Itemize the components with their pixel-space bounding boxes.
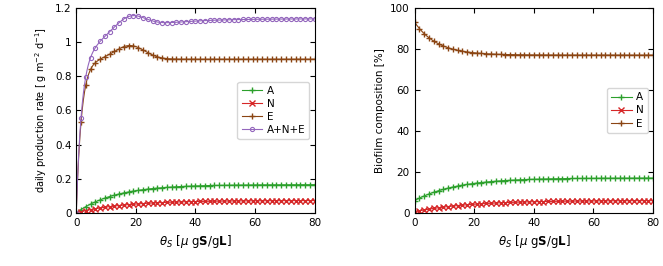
N: [93, 207, 101, 210]
A: [649, 176, 657, 180]
A+N+E: [129, 14, 137, 17]
A+N+E: [202, 19, 210, 22]
A: [511, 178, 518, 182]
N: [540, 200, 548, 203]
A: [290, 183, 298, 186]
A+N+E: [292, 17, 300, 20]
A+N+E: [174, 20, 182, 24]
X-axis label: $\theta_S$ [$\mu$ g$\mathbf{S}$/g$\mathbf{L}$]: $\theta_S$ [$\mu$ g$\mathbf{S}$/g$\mathb…: [497, 233, 570, 250]
A: [410, 199, 418, 202]
Y-axis label: Biofilm composition [%]: Biofilm composition [%]: [375, 48, 385, 173]
N: [412, 210, 420, 213]
E: [126, 44, 134, 47]
A: [540, 177, 548, 181]
N: [511, 201, 518, 204]
A+N+E: [72, 211, 80, 214]
N: [172, 200, 180, 203]
A: [74, 210, 82, 214]
N: [290, 199, 298, 202]
E: [629, 53, 636, 57]
A: [172, 185, 180, 188]
A+N+E: [74, 180, 82, 183]
N: [201, 200, 209, 203]
E: [498, 53, 506, 56]
A: [159, 186, 167, 189]
E: [93, 59, 101, 62]
E: [412, 22, 420, 26]
Line: A+N+E: A+N+E: [74, 14, 317, 215]
Line: A: A: [74, 182, 318, 215]
A: [629, 177, 636, 180]
A: [311, 183, 319, 186]
N: [311, 199, 319, 202]
N: [629, 199, 636, 202]
A: [432, 190, 440, 193]
Legend: A, N, E: A, N, E: [607, 88, 648, 133]
E: [160, 57, 168, 60]
X-axis label: $\theta_S$ [$\mu$ g$\mathbf{S}$/g$\mathbf{L}$]: $\theta_S$ [$\mu$ g$\mathbf{S}$/g$\mathb…: [159, 233, 232, 250]
E: [292, 58, 300, 61]
A: [498, 179, 506, 182]
Line: N: N: [74, 198, 318, 215]
E: [540, 53, 548, 57]
N: [649, 199, 657, 202]
E: [74, 181, 82, 184]
Line: E: E: [74, 43, 318, 215]
E: [72, 211, 80, 214]
A+N+E: [311, 17, 319, 20]
N: [410, 210, 418, 213]
Y-axis label: daily production rate [ g m$^{-2}$ d$^{-1}$]: daily production rate [ g m$^{-2}$ d$^{-…: [33, 27, 49, 193]
E: [311, 58, 319, 61]
A: [93, 199, 101, 202]
E: [174, 57, 182, 61]
A: [72, 211, 80, 214]
A+N+E: [93, 43, 101, 46]
N: [74, 211, 82, 214]
Legend: A, N, E, A+N+E: A, N, E, A+N+E: [237, 82, 310, 139]
Line: N: N: [412, 198, 656, 215]
E: [410, 21, 418, 24]
A: [412, 198, 420, 201]
A: [201, 184, 209, 187]
E: [511, 53, 518, 56]
A+N+E: [160, 21, 168, 24]
E: [202, 57, 210, 61]
E: [432, 41, 440, 44]
N: [72, 211, 80, 214]
E: [649, 53, 657, 57]
N: [159, 201, 167, 204]
Line: A: A: [412, 175, 656, 203]
N: [498, 201, 506, 204]
N: [432, 206, 440, 210]
Line: E: E: [412, 19, 656, 58]
